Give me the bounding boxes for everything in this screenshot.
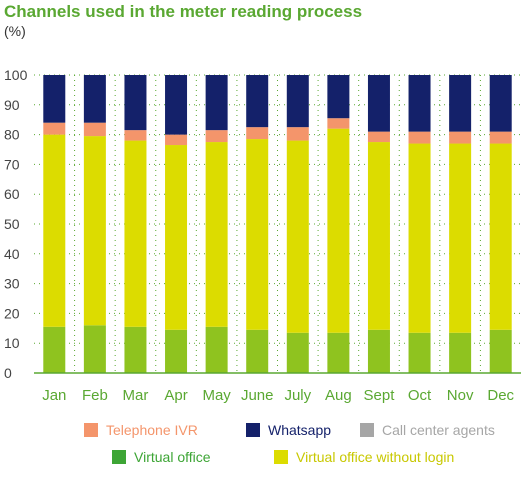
x-tick-label: Feb <box>82 387 108 404</box>
bar-segment-virtual-office-without-login <box>43 134 66 327</box>
axis-layer: 0 10 20 30 40 50 60 70 80 90 100 Jan Feb Mar Apr May Jun… <box>4 67 521 404</box>
y-tick-label: 0 <box>4 365 12 381</box>
x-tick-label: Jan <box>42 387 66 404</box>
bar-segment-virtual-office-without-login <box>489 143 512 330</box>
bar-segment-whatsapp <box>286 75 309 128</box>
bar-layer <box>43 75 512 373</box>
bar-segment-virtual-office <box>408 332 431 373</box>
bar-segment-virtual-office-without-login <box>327 128 350 333</box>
bar-segment-virtual-office <box>449 332 472 373</box>
legend-swatch-telephone-ivr <box>84 423 98 437</box>
bar-segment-telephone-ivr <box>246 127 269 140</box>
bar-segment-telephone-ivr <box>327 118 350 129</box>
x-tick-label: Aug <box>325 387 352 404</box>
y-tick-label: 10 <box>4 335 20 351</box>
bar-segment-whatsapp <box>43 75 66 123</box>
bar-segment-virtual-office-without-login <box>408 143 431 333</box>
x-tick-label: Nov <box>447 387 474 404</box>
bar-segment-telephone-ivr <box>489 131 512 144</box>
bar-segment-whatsapp <box>489 75 512 132</box>
x-tick-label: Oct <box>408 387 432 404</box>
bar-segment-virtual-office-without-login <box>367 142 390 330</box>
x-tick-label: Apr <box>164 387 187 404</box>
bar-segment-virtual-office-without-login <box>124 140 147 327</box>
legend-label-whatsapp: Whatsapp <box>268 422 332 438</box>
bar-segment-virtual-office <box>367 329 390 373</box>
y-tick-label: 70 <box>4 156 20 172</box>
chart-subtitle: (%) <box>4 23 26 39</box>
bar-segment-telephone-ivr <box>286 127 309 141</box>
bar-segment-virtual-office <box>165 329 188 373</box>
y-tick-label: 40 <box>4 246 20 262</box>
legend-item-call-center-agents: Call center agents <box>360 422 495 438</box>
bar-segment-virtual-office <box>124 326 147 373</box>
y-tick-label: 80 <box>4 127 20 143</box>
bar-segment-virtual-office-without-login <box>83 136 106 326</box>
bar-segment-virtual-office <box>327 332 350 373</box>
legend-item-telephone-ivr: Telephone IVR <box>84 422 198 438</box>
legend-item-virtual-office-without-login: Virtual office without login <box>274 449 454 465</box>
bar-segment-whatsapp <box>327 75 350 119</box>
y-tick-label: 30 <box>4 276 20 292</box>
bar-segment-telephone-ivr <box>367 131 390 143</box>
legend-swatch-call-center-agents <box>360 423 374 437</box>
x-tick-label: Dec <box>487 387 514 404</box>
bar-segment-whatsapp <box>83 75 106 123</box>
bar-segment-whatsapp <box>408 75 431 132</box>
bar-segment-virtual-office-without-login <box>286 140 309 333</box>
bar-segment-whatsapp <box>367 75 390 132</box>
bar-segment-virtual-office-without-login <box>449 143 472 333</box>
bar-segment-telephone-ivr <box>165 134 188 146</box>
grid-layer <box>34 74 521 373</box>
bar-segment-telephone-ivr <box>83 122 106 137</box>
bar-segment-telephone-ivr <box>43 122 66 135</box>
bar-segment-virtual-office <box>246 329 269 373</box>
bar-segment-whatsapp <box>165 75 188 135</box>
bar-segment-whatsapp <box>449 75 472 132</box>
y-tick-label: 20 <box>4 305 20 321</box>
legend-label-virtual-office: Virtual office <box>134 449 211 465</box>
bar-segment-virtual-office-without-login <box>246 139 269 330</box>
legend-label-call-center-agents: Call center agents <box>382 422 495 438</box>
bar-segment-virtual-office <box>43 326 66 373</box>
x-tick-label: July <box>284 387 311 404</box>
bar-segment-virtual-office <box>83 325 106 373</box>
bar-segment-virtual-office <box>286 332 309 373</box>
bar-segment-virtual-office-without-login <box>205 142 228 327</box>
bar-segment-whatsapp <box>205 75 228 131</box>
bar-segment-virtual-office-without-login <box>165 145 188 330</box>
bar-segment-whatsapp <box>246 75 269 128</box>
bar-segment-virtual-office <box>489 329 512 373</box>
bar-segment-telephone-ivr <box>449 131 472 144</box>
legend-item-virtual-office: Virtual office <box>112 449 211 465</box>
y-tick-label: 50 <box>4 216 20 232</box>
bar-segment-whatsapp <box>124 75 147 131</box>
y-tick-label: 60 <box>4 186 20 202</box>
bar-segment-virtual-office <box>205 326 228 373</box>
y-tick-label: 100 <box>4 67 28 83</box>
legend-item-whatsapp: Whatsapp <box>246 422 331 438</box>
chart-title: Channels used in the meter reading proce… <box>4 2 363 21</box>
bar-segment-telephone-ivr <box>124 130 147 141</box>
legend-swatch-virtual-office <box>112 450 126 464</box>
x-tick-label: May <box>202 387 231 404</box>
legend-swatch-virtual-office-without-login <box>274 450 288 464</box>
x-tick-label: Mar <box>123 387 149 404</box>
y-tick-label: 90 <box>4 97 20 113</box>
x-tick-label: June <box>241 387 274 404</box>
legend-swatch-whatsapp <box>246 423 260 437</box>
bar-segment-telephone-ivr <box>205 130 228 143</box>
legend-label-telephone-ivr: Telephone IVR <box>106 422 198 438</box>
bar-segment-telephone-ivr <box>408 131 431 144</box>
legend-label-virtual-office-without-login: Virtual office without login <box>296 449 455 465</box>
x-tick-label: Sept <box>364 387 396 404</box>
